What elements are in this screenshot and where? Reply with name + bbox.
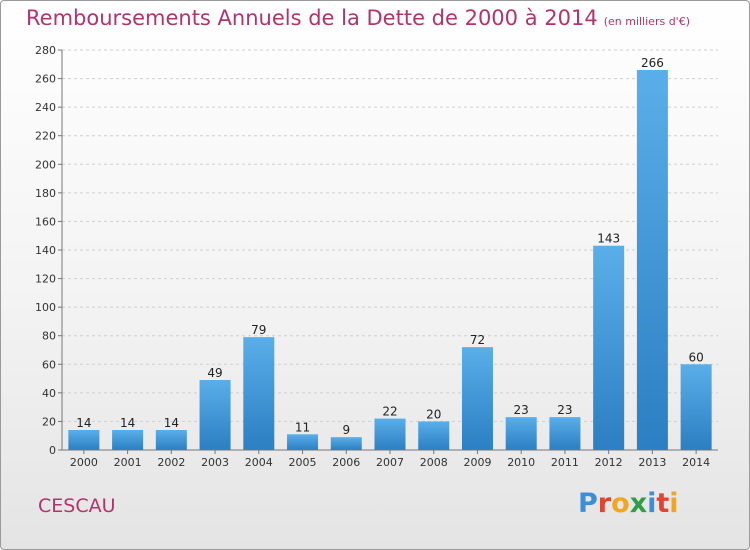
proxiti-logo: Proxiti — [578, 488, 679, 519]
chart-title-text: Remboursements Annuels de la Dette de 20… — [26, 6, 598, 30]
logo-letter: r — [597, 488, 612, 519]
y-tick-label: 0 — [49, 444, 56, 457]
logo-letter: i — [647, 488, 657, 519]
y-tick-label: 120 — [35, 273, 56, 286]
y-tick-label: 260 — [35, 73, 56, 86]
x-tick-label-2013: 2013 — [638, 456, 666, 469]
bar-2005 — [287, 434, 319, 450]
y-tick-label: 60 — [42, 358, 56, 371]
y-tick-label: 240 — [35, 101, 56, 114]
bar-2014 — [680, 364, 712, 450]
data-label-2009: 72 — [470, 333, 485, 347]
y-tick-label: 140 — [35, 244, 56, 257]
x-tick-label-2012: 2012 — [595, 456, 623, 469]
bar-2010 — [505, 417, 537, 450]
x-tick-label-2000: 2000 — [70, 456, 98, 469]
y-tick-label: 80 — [42, 330, 56, 343]
data-label-2001: 14 — [120, 416, 135, 430]
bars — [68, 70, 712, 450]
x-tick-label-2008: 2008 — [420, 456, 448, 469]
data-label-2011: 23 — [557, 403, 572, 417]
y-tick-label: 160 — [35, 215, 56, 228]
x-tick-label-2003: 2003 — [201, 456, 229, 469]
bar-2004 — [243, 337, 275, 450]
y-tick-label: 40 — [42, 387, 56, 400]
x-tick-label-2001: 2001 — [114, 456, 142, 469]
data-label-2010: 23 — [514, 403, 529, 417]
bar-2001 — [112, 430, 144, 450]
y-tick-label: 100 — [35, 301, 56, 314]
data-label-2007: 22 — [382, 405, 397, 419]
x-tick-label-2014: 2014 — [682, 456, 710, 469]
logo-letter: o — [611, 488, 630, 519]
data-label-2004: 79 — [251, 323, 266, 337]
logo-letter: P — [578, 488, 598, 519]
logo-letter: i — [669, 488, 679, 519]
data-label-2012: 143 — [597, 232, 620, 246]
bar-2000 — [68, 430, 100, 450]
data-label-2013: 266 — [641, 56, 664, 70]
logo-letter: x — [629, 488, 648, 519]
y-tick-label: 20 — [42, 415, 56, 428]
bar-2003 — [199, 380, 231, 450]
x-tick-label-2002: 2002 — [157, 456, 185, 469]
bar-2007 — [374, 418, 406, 450]
data-label-2000: 14 — [76, 416, 91, 430]
y-tick-label: 180 — [35, 187, 56, 200]
y-tick-label: 200 — [35, 158, 56, 171]
bar-2013 — [636, 70, 668, 450]
chart-title: Remboursements Annuels de la Dette de 20… — [26, 6, 690, 30]
data-labels: 14 14 14 49 79 11 9 22 20 72 23 23 143 266 60 — [76, 56, 704, 437]
data-label-2008: 20 — [426, 407, 441, 421]
bar-2009 — [461, 347, 493, 450]
town-name: CESCAU — [38, 495, 116, 517]
x-tick-label-2007: 2007 — [376, 456, 404, 469]
bar-2011 — [549, 417, 581, 450]
x-tick-label-2009: 2009 — [463, 456, 491, 469]
x-tick-label-2006: 2006 — [332, 456, 360, 469]
data-label-2002: 14 — [164, 416, 179, 430]
chart-subtitle: (en milliers d'€) — [603, 15, 690, 28]
x-axis: 2000 2001 2002 2003 2004 2005 2006 2007 2008 2009… — [62, 449, 718, 469]
y-tick-label: 220 — [35, 130, 56, 143]
x-tick-label-2010: 2010 — [507, 456, 535, 469]
x-tick-label-2005: 2005 — [289, 456, 317, 469]
data-label-2005: 11 — [295, 420, 310, 434]
logo-letter: t — [656, 488, 670, 519]
bar-2002 — [155, 430, 187, 450]
y-axis: 0 20 40 60 80 100 120 140 160 180 200 220 240 260 280 — [35, 44, 63, 457]
data-label-2014: 60 — [688, 350, 703, 364]
bar-2008 — [418, 421, 450, 450]
bar-2012 — [593, 245, 625, 450]
data-label-2003: 49 — [207, 366, 222, 380]
x-tick-label-2011: 2011 — [551, 456, 579, 469]
data-label-2006: 9 — [342, 423, 350, 437]
bar-2006 — [330, 437, 362, 450]
y-tick-label: 280 — [35, 44, 56, 57]
x-tick-label-2004: 2004 — [245, 456, 273, 469]
